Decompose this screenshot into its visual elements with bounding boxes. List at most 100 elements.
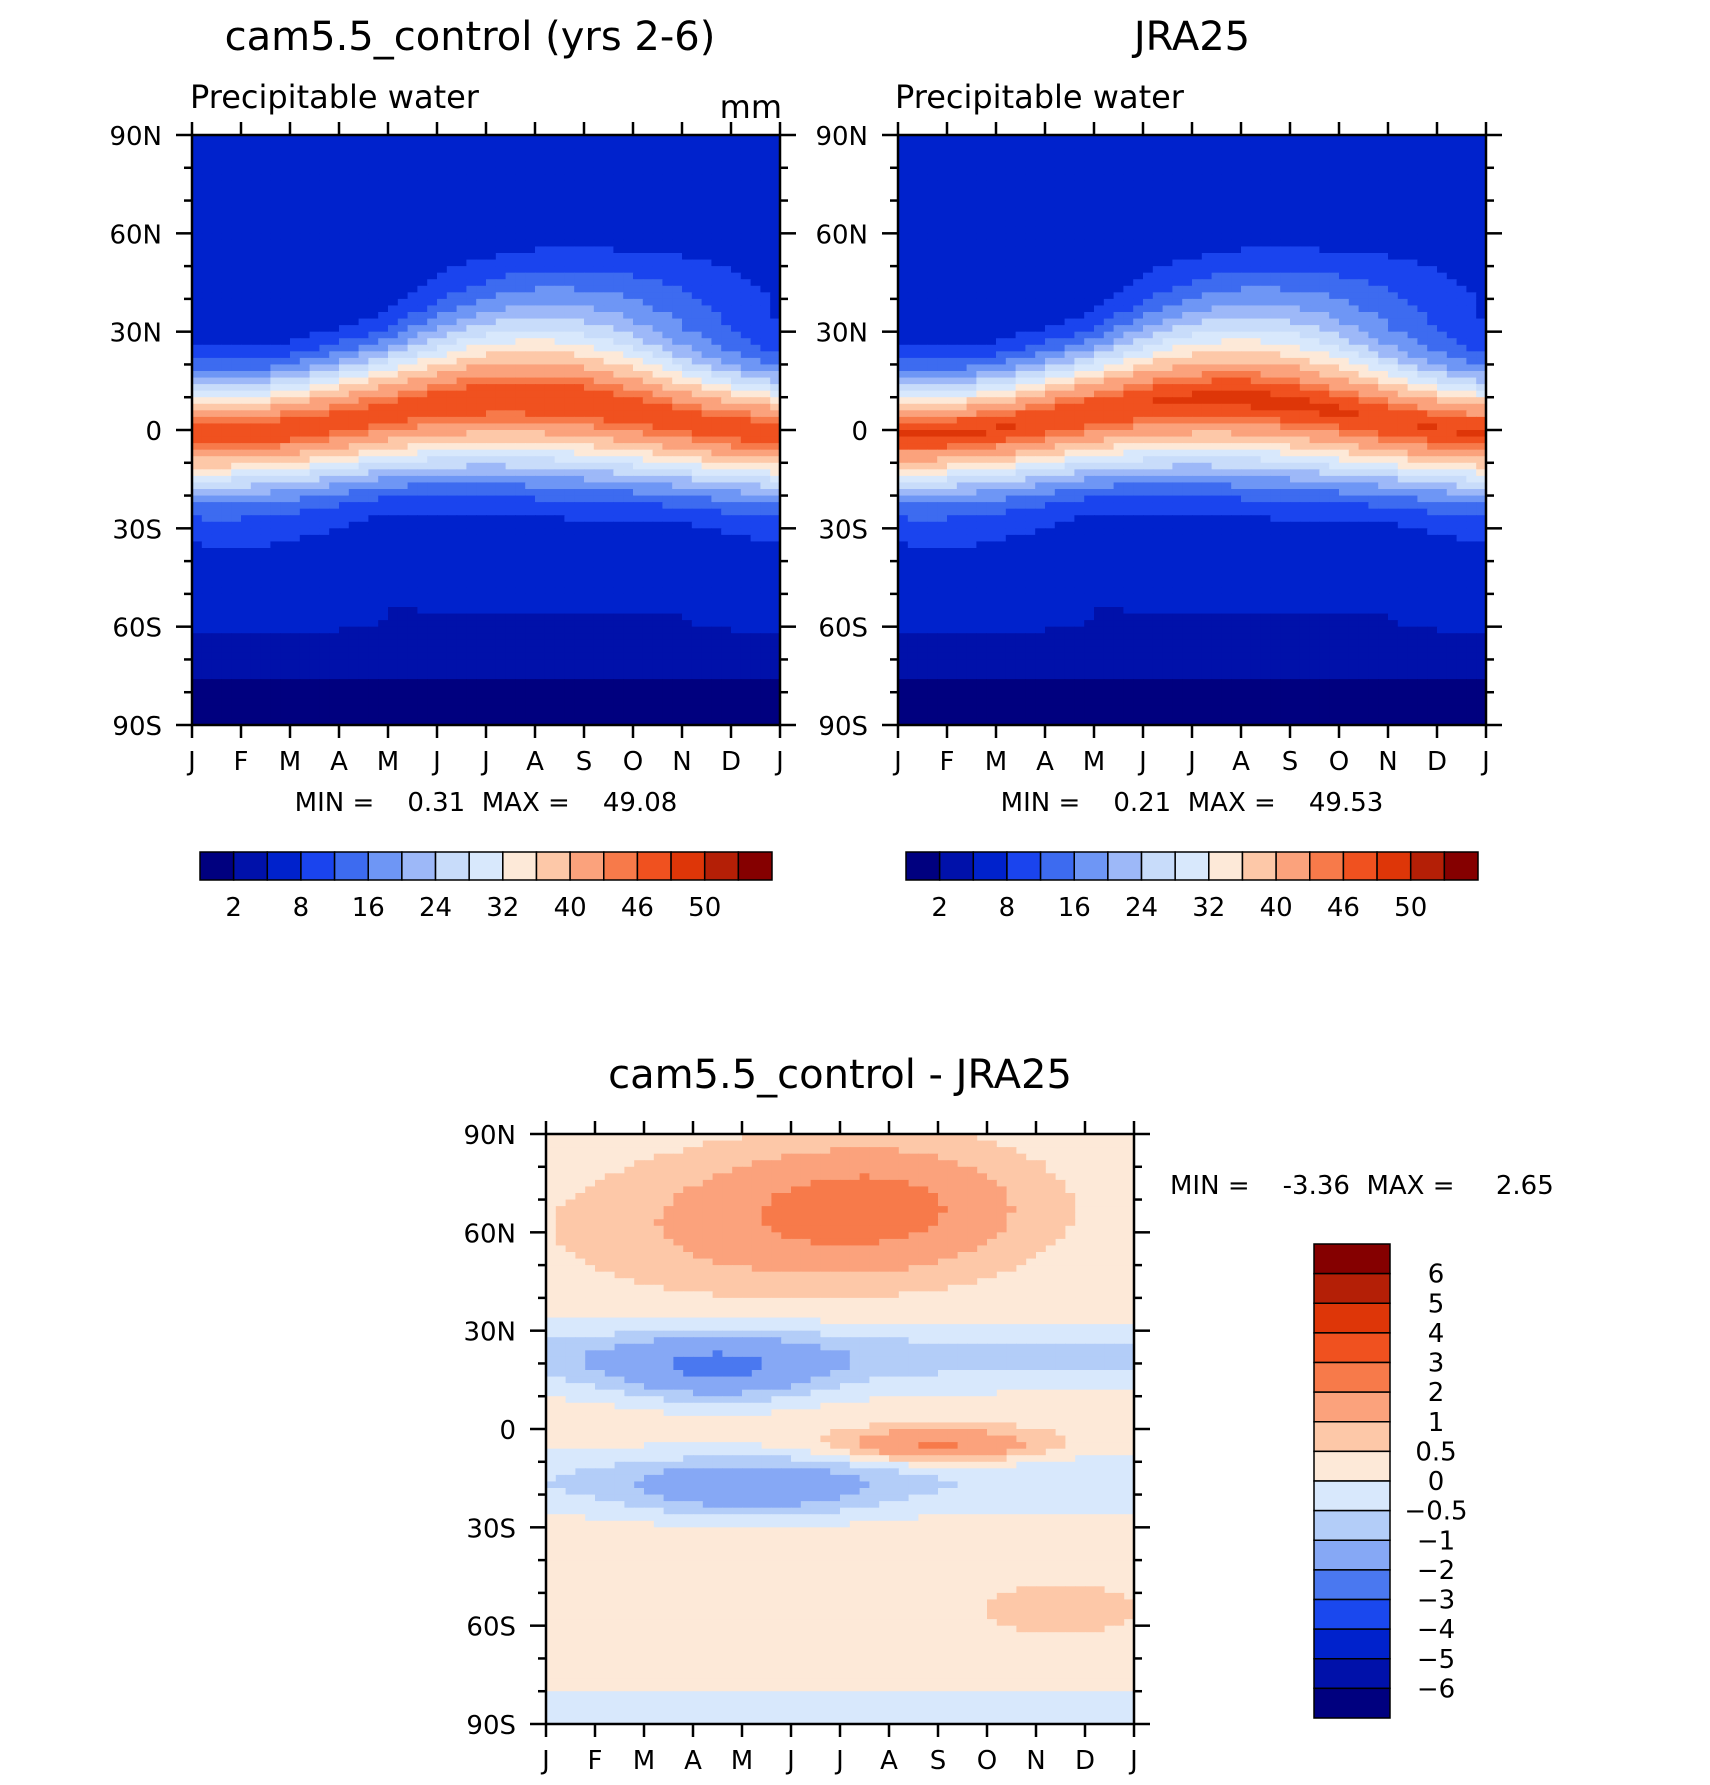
field-cell — [770, 187, 780, 195]
field-cell — [662, 423, 673, 431]
field-cell — [250, 364, 262, 372]
field-cell — [515, 554, 526, 562]
field-cell — [652, 312, 663, 320]
field-cell — [505, 298, 516, 307]
field-cell — [427, 371, 438, 379]
field-cell — [535, 482, 546, 490]
field-cell — [201, 561, 213, 569]
field-cell — [437, 331, 448, 339]
field-cell — [495, 200, 507, 208]
field-cell — [682, 462, 693, 470]
field-cell — [672, 449, 683, 457]
field-cell — [211, 580, 222, 588]
field-cell — [691, 266, 703, 274]
field-cell — [427, 580, 438, 588]
field-cell — [731, 482, 742, 490]
field-cell — [211, 659, 222, 667]
field-cell — [515, 344, 526, 352]
field-cell — [250, 312, 262, 320]
field-cell — [721, 502, 732, 510]
field-cell — [750, 620, 761, 628]
field-cell — [270, 305, 281, 313]
field-cell — [260, 135, 271, 143]
field-cell — [584, 633, 595, 641]
field-cell — [211, 253, 222, 261]
field-cell — [270, 580, 281, 588]
field-cell — [495, 331, 507, 339]
field-cell — [740, 561, 752, 569]
field-cell — [407, 528, 418, 536]
field-cell — [701, 180, 712, 189]
field-cell — [652, 351, 663, 359]
field-cell — [348, 154, 360, 162]
field-cell — [760, 187, 771, 195]
field-cell — [358, 613, 369, 621]
field-cell — [348, 226, 360, 234]
field-cell — [672, 456, 683, 464]
field-cell — [544, 554, 556, 562]
field-cell — [544, 475, 556, 484]
field-cell — [613, 646, 624, 654]
field-cell — [192, 462, 203, 470]
field-cell — [201, 508, 213, 516]
field-cell — [770, 554, 780, 562]
field-cell — [682, 443, 693, 451]
field-cell — [623, 246, 634, 254]
field-cell — [515, 449, 526, 457]
field-cell — [535, 344, 546, 352]
field-cell — [672, 554, 683, 562]
field-cell — [544, 528, 556, 536]
field-cell — [407, 593, 418, 602]
field-cell — [309, 672, 320, 680]
field-cell — [348, 508, 360, 516]
field-cell — [417, 410, 428, 418]
field-cell — [525, 593, 536, 602]
field-cell — [525, 194, 536, 202]
field-cell — [241, 207, 252, 215]
field-cell — [280, 489, 291, 497]
field-cell — [672, 285, 683, 293]
field-cell — [221, 659, 232, 667]
field-cell — [348, 502, 360, 510]
field-cell — [486, 403, 497, 411]
field-cell — [270, 246, 281, 254]
field-cell — [319, 239, 330, 248]
field-cell — [388, 672, 399, 680]
field-cell — [662, 285, 673, 293]
field-cell — [623, 554, 634, 562]
field-cell — [417, 364, 428, 372]
field-cell — [525, 626, 536, 634]
field-cell — [564, 456, 575, 464]
field-cell — [456, 390, 467, 398]
field-cell — [348, 416, 360, 425]
field-cell — [554, 180, 565, 189]
field-cell — [554, 672, 565, 680]
field-cell — [466, 141, 477, 149]
field-cell — [270, 574, 281, 582]
field-cell — [241, 141, 252, 149]
field-cell — [633, 253, 644, 261]
field-cell — [721, 475, 732, 484]
field-cell — [603, 620, 614, 628]
field-cell — [368, 384, 379, 392]
field-cell — [427, 292, 438, 300]
field-cell — [593, 305, 605, 313]
field-cell — [584, 646, 595, 654]
field-cell — [260, 410, 271, 418]
field-cell — [662, 534, 673, 543]
field-cell — [348, 397, 360, 405]
field-cell — [691, 338, 703, 346]
field-cell — [388, 521, 399, 529]
field-cell — [554, 416, 565, 425]
field-cell — [329, 633, 340, 641]
field-cell — [633, 554, 644, 562]
field-cell — [270, 167, 281, 175]
field-cell — [486, 548, 497, 556]
field-cell — [388, 528, 399, 536]
field-cell — [564, 521, 575, 529]
field-cell — [407, 456, 418, 464]
field-cell — [250, 371, 262, 379]
field-cell — [437, 285, 448, 293]
field-cell — [495, 482, 507, 490]
field-cell — [731, 534, 742, 543]
